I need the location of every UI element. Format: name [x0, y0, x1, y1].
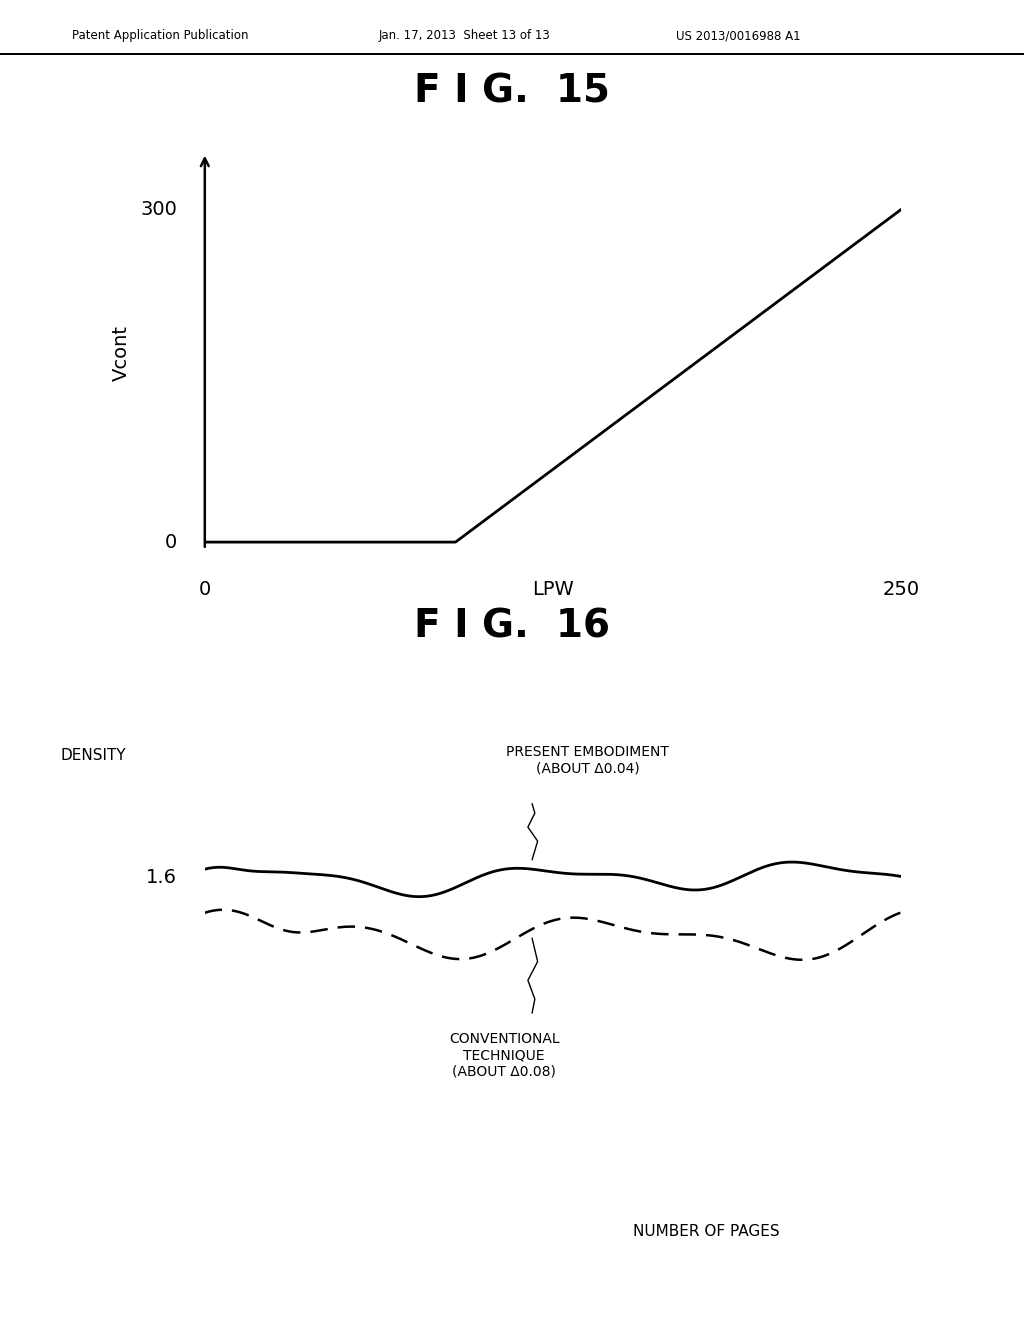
- Text: Patent Application Publication: Patent Application Publication: [72, 29, 248, 42]
- Text: 0: 0: [165, 532, 177, 552]
- Text: CONVENTIONAL
TECHNIQUE
(ABOUT Δ0.08): CONVENTIONAL TECHNIQUE (ABOUT Δ0.08): [449, 1032, 559, 1078]
- Text: Jan. 17, 2013  Sheet 13 of 13: Jan. 17, 2013 Sheet 13 of 13: [379, 29, 551, 42]
- Text: F I G.  15: F I G. 15: [414, 73, 610, 111]
- Text: DENSITY: DENSITY: [60, 748, 126, 763]
- Text: US 2013/0016988 A1: US 2013/0016988 A1: [676, 29, 801, 42]
- Text: 250: 250: [883, 579, 920, 599]
- Text: 300: 300: [140, 199, 177, 219]
- Text: 1.6: 1.6: [146, 869, 177, 887]
- Text: PRESENT EMBODIMENT
(ABOUT Δ0.04): PRESENT EMBODIMENT (ABOUT Δ0.04): [506, 746, 670, 776]
- Text: F I G.  16: F I G. 16: [414, 607, 610, 645]
- Text: NUMBER OF PAGES: NUMBER OF PAGES: [633, 1225, 779, 1239]
- Text: LPW: LPW: [532, 579, 573, 599]
- Text: 0: 0: [199, 579, 211, 599]
- Text: Vcont: Vcont: [112, 325, 131, 381]
